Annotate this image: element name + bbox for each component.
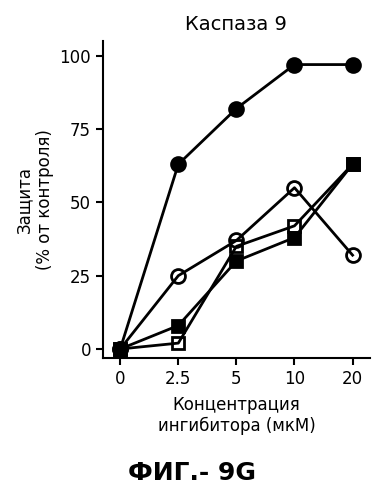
Y-axis label: Защита
(% от контроля): Защита (% от контроля) [15, 129, 54, 270]
Title: Каспаза 9: Каспаза 9 [186, 15, 287, 34]
Text: ФИГ.- 9G: ФИГ.- 9G [129, 461, 256, 485]
X-axis label: Концентрация
ингибитора (мкМ): Концентрация ингибитора (мкМ) [157, 396, 315, 435]
